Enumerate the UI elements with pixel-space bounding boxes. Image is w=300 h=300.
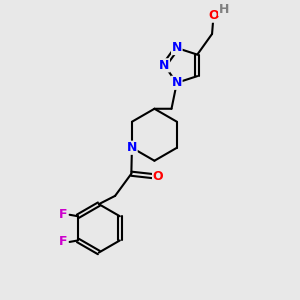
Text: N: N	[127, 141, 137, 154]
Text: O: O	[208, 9, 219, 22]
Text: N: N	[159, 59, 169, 72]
Text: N: N	[172, 41, 182, 55]
Text: H: H	[219, 3, 229, 16]
Text: N: N	[172, 76, 182, 89]
Text: O: O	[153, 169, 163, 183]
Text: F: F	[59, 208, 68, 221]
Text: F: F	[59, 236, 68, 248]
